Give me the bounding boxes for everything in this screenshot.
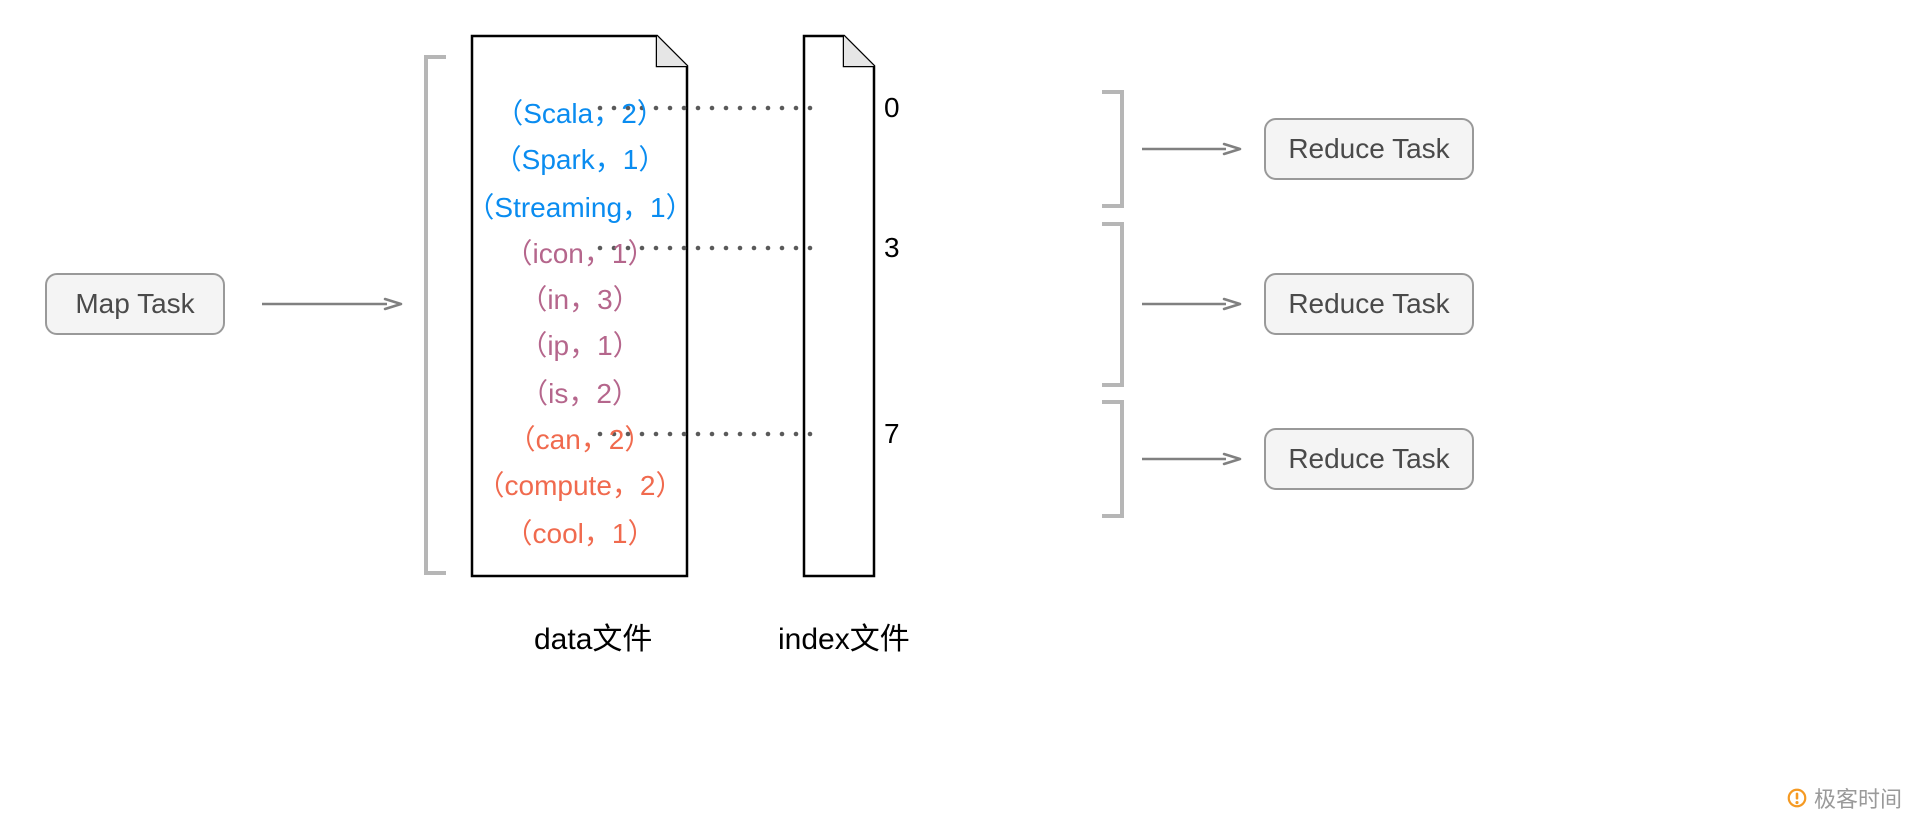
vector-layer <box>0 0 1920 828</box>
map-task-label: Map Task <box>75 288 194 320</box>
map-task-box: Map Task <box>45 273 225 335</box>
reduce-task-label-1: Reduce Task <box>1288 133 1449 165</box>
bracket-right-2 <box>1102 222 1124 387</box>
watermark-text: 极客时间 <box>1814 782 1902 814</box>
reduce-task-label-3: Reduce Task <box>1288 443 1449 475</box>
index-value: 7 <box>884 418 900 450</box>
data-row: （ip，1） <box>460 324 700 364</box>
reduce-task-label-2: Reduce Task <box>1288 288 1449 320</box>
reduce-task-box-1: Reduce Task <box>1264 118 1474 180</box>
data-row: （is，2） <box>460 372 700 412</box>
index-value: 0 <box>884 92 900 124</box>
data-row: （Streaming，1） <box>460 186 700 226</box>
reduce-task-box-3: Reduce Task <box>1264 428 1474 490</box>
data-row: （icon，1） <box>460 232 700 272</box>
watermark-icon <box>1786 787 1808 809</box>
data-row: （Scala，2） <box>460 92 700 132</box>
data-row: （cool，1） <box>460 512 700 552</box>
bracket-right-3 <box>1102 400 1124 518</box>
reduce-task-box-2: Reduce Task <box>1264 273 1474 335</box>
index-value: 3 <box>884 232 900 264</box>
data-file-caption: data文件 <box>534 614 652 658</box>
data-row: （in，3） <box>460 278 700 318</box>
watermark: 极客时间 <box>1786 782 1902 814</box>
data-row: （compute，2） <box>460 464 700 504</box>
index-file-caption: index文件 <box>778 614 910 658</box>
bracket-right-1 <box>1102 90 1124 208</box>
bracket-left <box>424 55 446 575</box>
data-row: （Spark，1） <box>460 138 700 178</box>
data-row: （can，2） <box>460 418 700 458</box>
